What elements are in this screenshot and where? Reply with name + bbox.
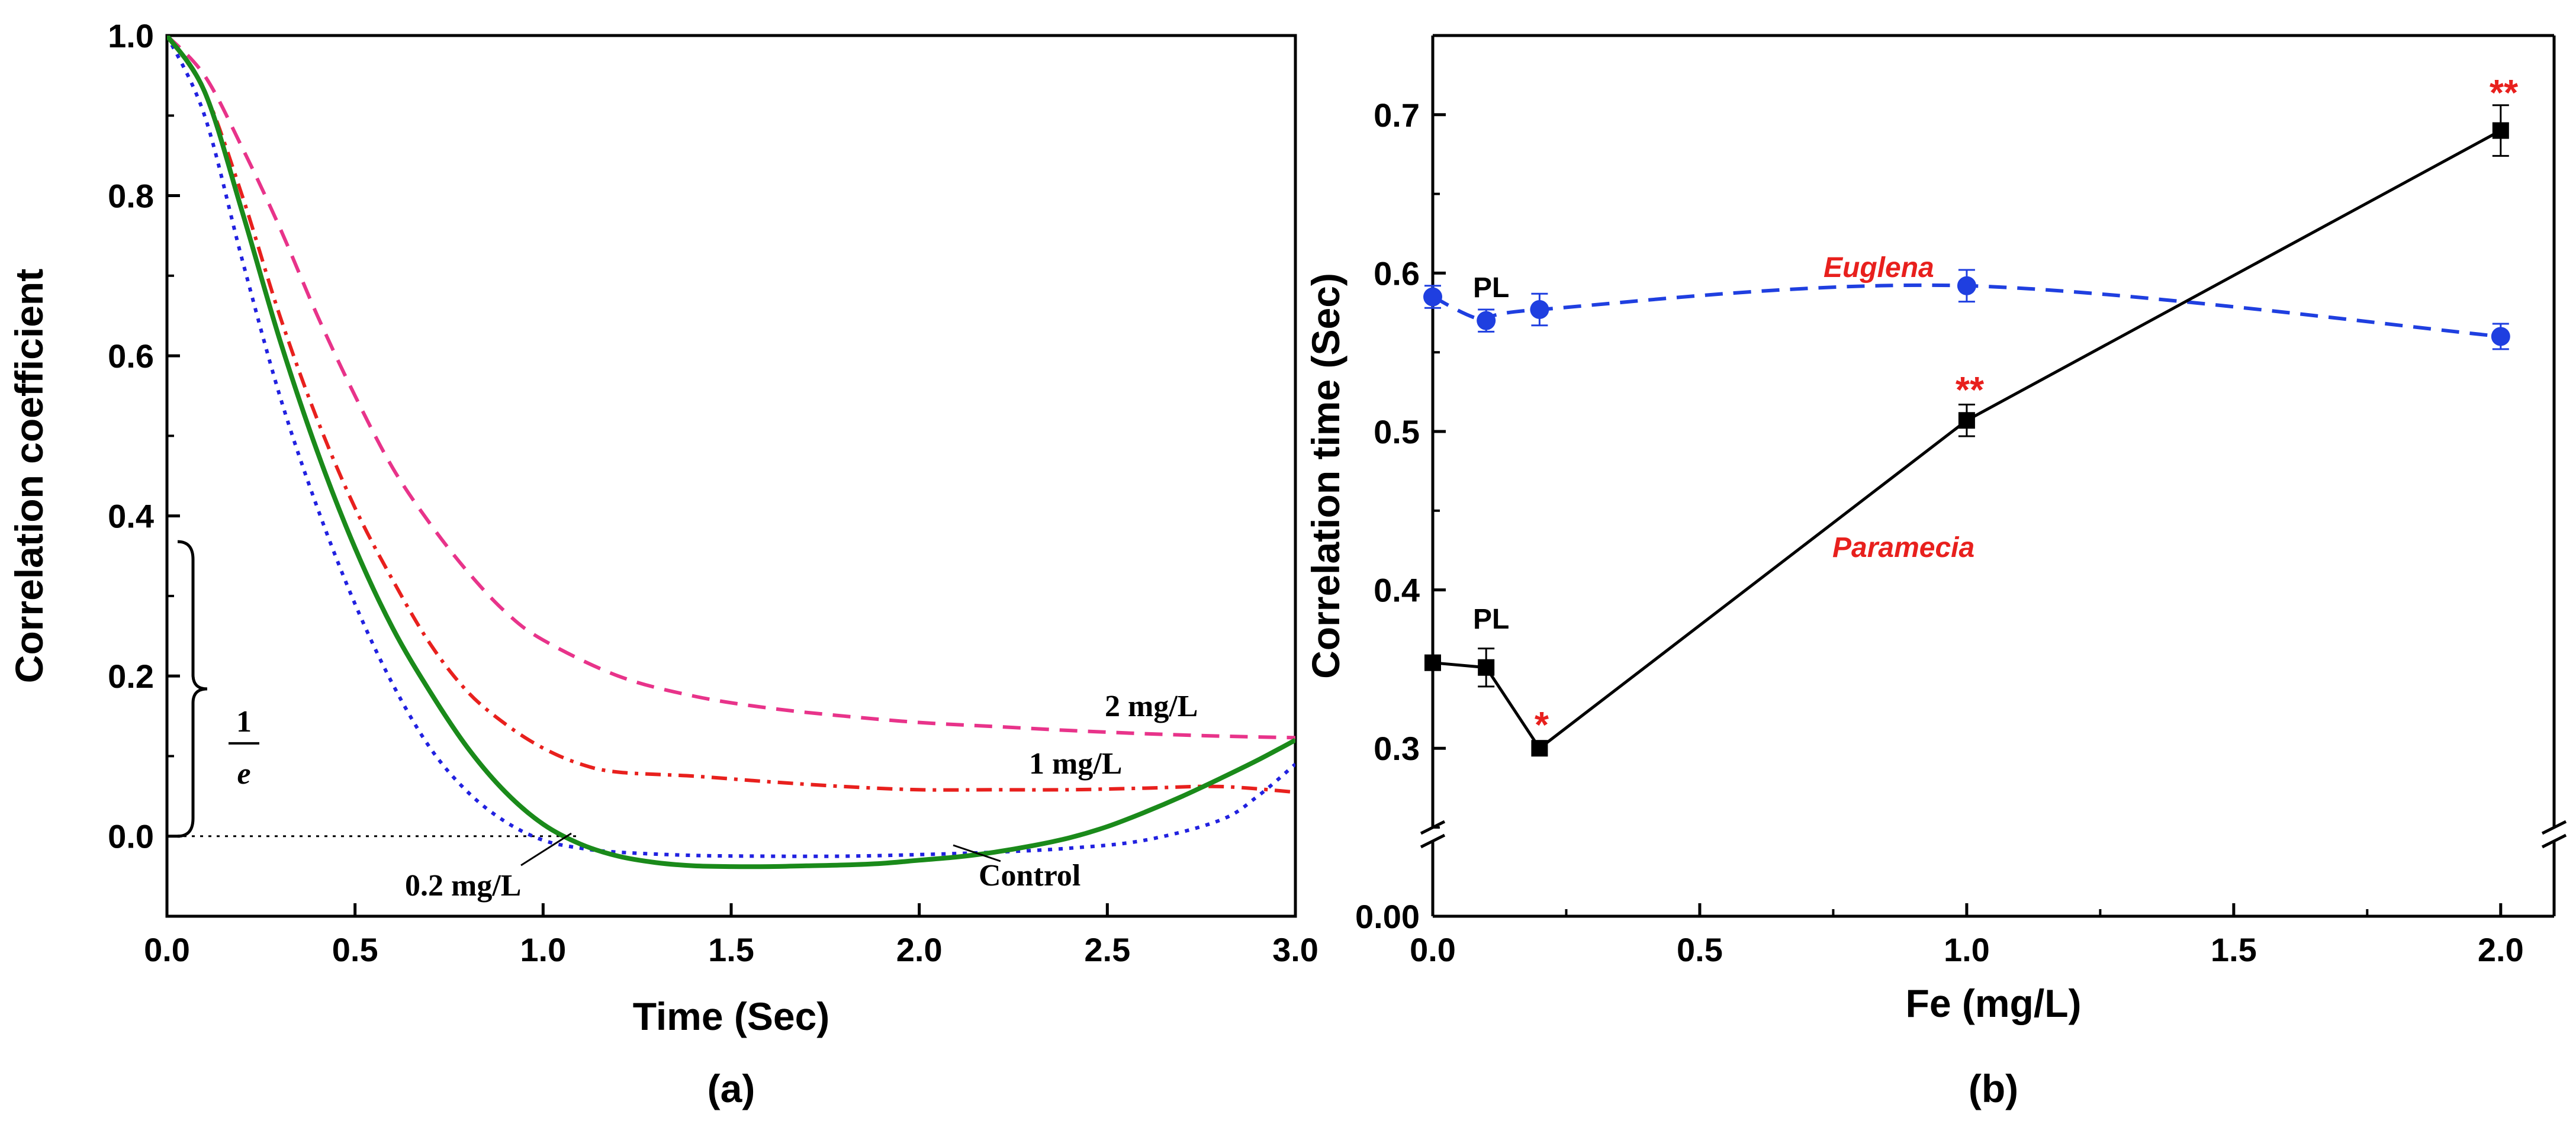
series-1-mg-l <box>167 36 1295 794</box>
marker-paramecia <box>1424 654 1441 671</box>
marker-euglena <box>1957 276 1976 295</box>
leader-control <box>953 844 1001 862</box>
sig-0-2: * <box>1535 705 1549 746</box>
sig-2-0: ** <box>2490 73 2519 114</box>
panel-b-xlabel: Fe (mg/L) <box>1906 981 2082 1025</box>
panel-b-ylabel: Correlation time (Sec) <box>1304 273 1348 679</box>
b-ytick-label: 0.6 <box>1374 255 1420 292</box>
b-ytick-label: 0.3 <box>1374 730 1420 767</box>
b-ytick-label: 0.5 <box>1374 413 1420 450</box>
panel-a-xlabel: Time (Sec) <box>633 994 830 1038</box>
label-1mgl: 1 mg/L <box>1029 747 1122 781</box>
pl-euglena: PL <box>1473 272 1509 304</box>
marker-euglena <box>2491 327 2510 346</box>
a-xtick-label: 3.0 <box>1272 931 1318 968</box>
a-xtick-label: 1.5 <box>708 931 754 968</box>
b-xtick-label: 0.0 <box>1410 931 1456 968</box>
panel-a-series <box>167 36 1295 869</box>
axis-break-marks <box>1420 820 2567 849</box>
panel-a: 0.0 0.5 1.0 1.5 2.0 2.5 3.00.00.20.40.60.81.0 … <box>7 17 1318 1110</box>
series-paramecia <box>1424 104 2509 757</box>
brace-denominator: e <box>237 757 250 791</box>
label-control: Control <box>979 859 1080 893</box>
marker-euglena <box>1423 287 1442 307</box>
series-control <box>167 36 1295 869</box>
series-euglena <box>1423 269 2510 350</box>
panel-a-frame <box>165 34 1297 918</box>
pl-paramecia: PL <box>1473 604 1509 635</box>
marker-paramecia <box>1478 659 1495 676</box>
panel-b-label: (b) <box>1969 1067 2018 1110</box>
b-xtick-label: 1.0 <box>1944 931 1990 968</box>
b-xtick-label: 2.0 <box>2478 931 2524 968</box>
a-ytick-label: 0.8 <box>108 178 154 215</box>
marker-paramecia <box>2492 122 2509 139</box>
panel-b-series <box>1423 104 2510 757</box>
marker-paramecia <box>1531 740 1548 757</box>
panel-a-series-labels: 2 mg/L 1 mg/L 0.2 mg/L Control <box>405 690 1198 903</box>
series-2-mg-l <box>167 36 1295 740</box>
series-0-2-mg-l <box>167 36 1295 858</box>
marker-euglena <box>1477 311 1496 330</box>
marker-euglena <box>1530 299 1549 319</box>
sig-1-0: ** <box>1956 370 1985 411</box>
panel-a-ylabel: Correlation coefficient <box>7 269 51 683</box>
panel-b-annotations: Euglena Paramecia PL PL * ** ** <box>1473 73 2519 746</box>
b-xtick-label: 0.5 <box>1677 931 1723 968</box>
a-ytick-label: 1.0 <box>108 17 154 54</box>
a-xtick-label: 1.0 <box>520 931 566 968</box>
marker-paramecia <box>1958 412 1975 429</box>
label-2mgl: 2 mg/L <box>1105 690 1198 723</box>
b-ytick-label: 0.7 <box>1374 96 1420 134</box>
brace-shape <box>177 540 208 838</box>
a-ytick-label: 0.6 <box>108 337 154 375</box>
b-xtick-label: 1.5 <box>2211 931 2257 968</box>
a-xtick-label: 2.5 <box>1084 931 1130 968</box>
a-ytick-label: 0.4 <box>108 498 154 535</box>
a-ytick-label: 0.0 <box>108 818 154 855</box>
b-ytick-label: 0.4 <box>1374 572 1420 609</box>
series-line-paramecia <box>1432 129 2502 751</box>
brace-numerator: 1 <box>236 705 252 739</box>
label-paramecia: Paramecia <box>1832 532 1974 563</box>
a-xtick-label: 2.0 <box>896 931 943 968</box>
a-xtick-label: 0.0 <box>144 931 190 968</box>
a-ytick-label: 0.2 <box>108 658 154 695</box>
panel-b-ticks: 0.0 0.5 1.0 1.5 2.0 0.00 0.3 0.4 0.5 0.6 0.7 <box>1355 34 2524 968</box>
label-euglena: Euglena <box>1824 252 1934 284</box>
panel-a-label: (a) <box>707 1067 755 1110</box>
panel-b-frame <box>1431 34 2556 918</box>
leader-0-2mgl <box>520 832 572 867</box>
a-xtick-label: 0.5 <box>332 931 378 968</box>
label-0-2mgl: 0.2 mg/L <box>405 869 521 903</box>
panel-a-ticks: 0.0 0.5 1.0 1.5 2.0 2.5 3.0 0.0 0.2 0.4 0.6 0.8 1.0 <box>108 17 1318 968</box>
b-ytick-label: 0.00 <box>1355 898 1420 935</box>
panel-b: 0.0 0.5 1.0 1.5 2.0 0.00 0.3 0.4 0.5 0.6 0.7 Eugle… <box>1304 34 2567 1110</box>
panel-a-brace: 1e <box>177 540 259 838</box>
